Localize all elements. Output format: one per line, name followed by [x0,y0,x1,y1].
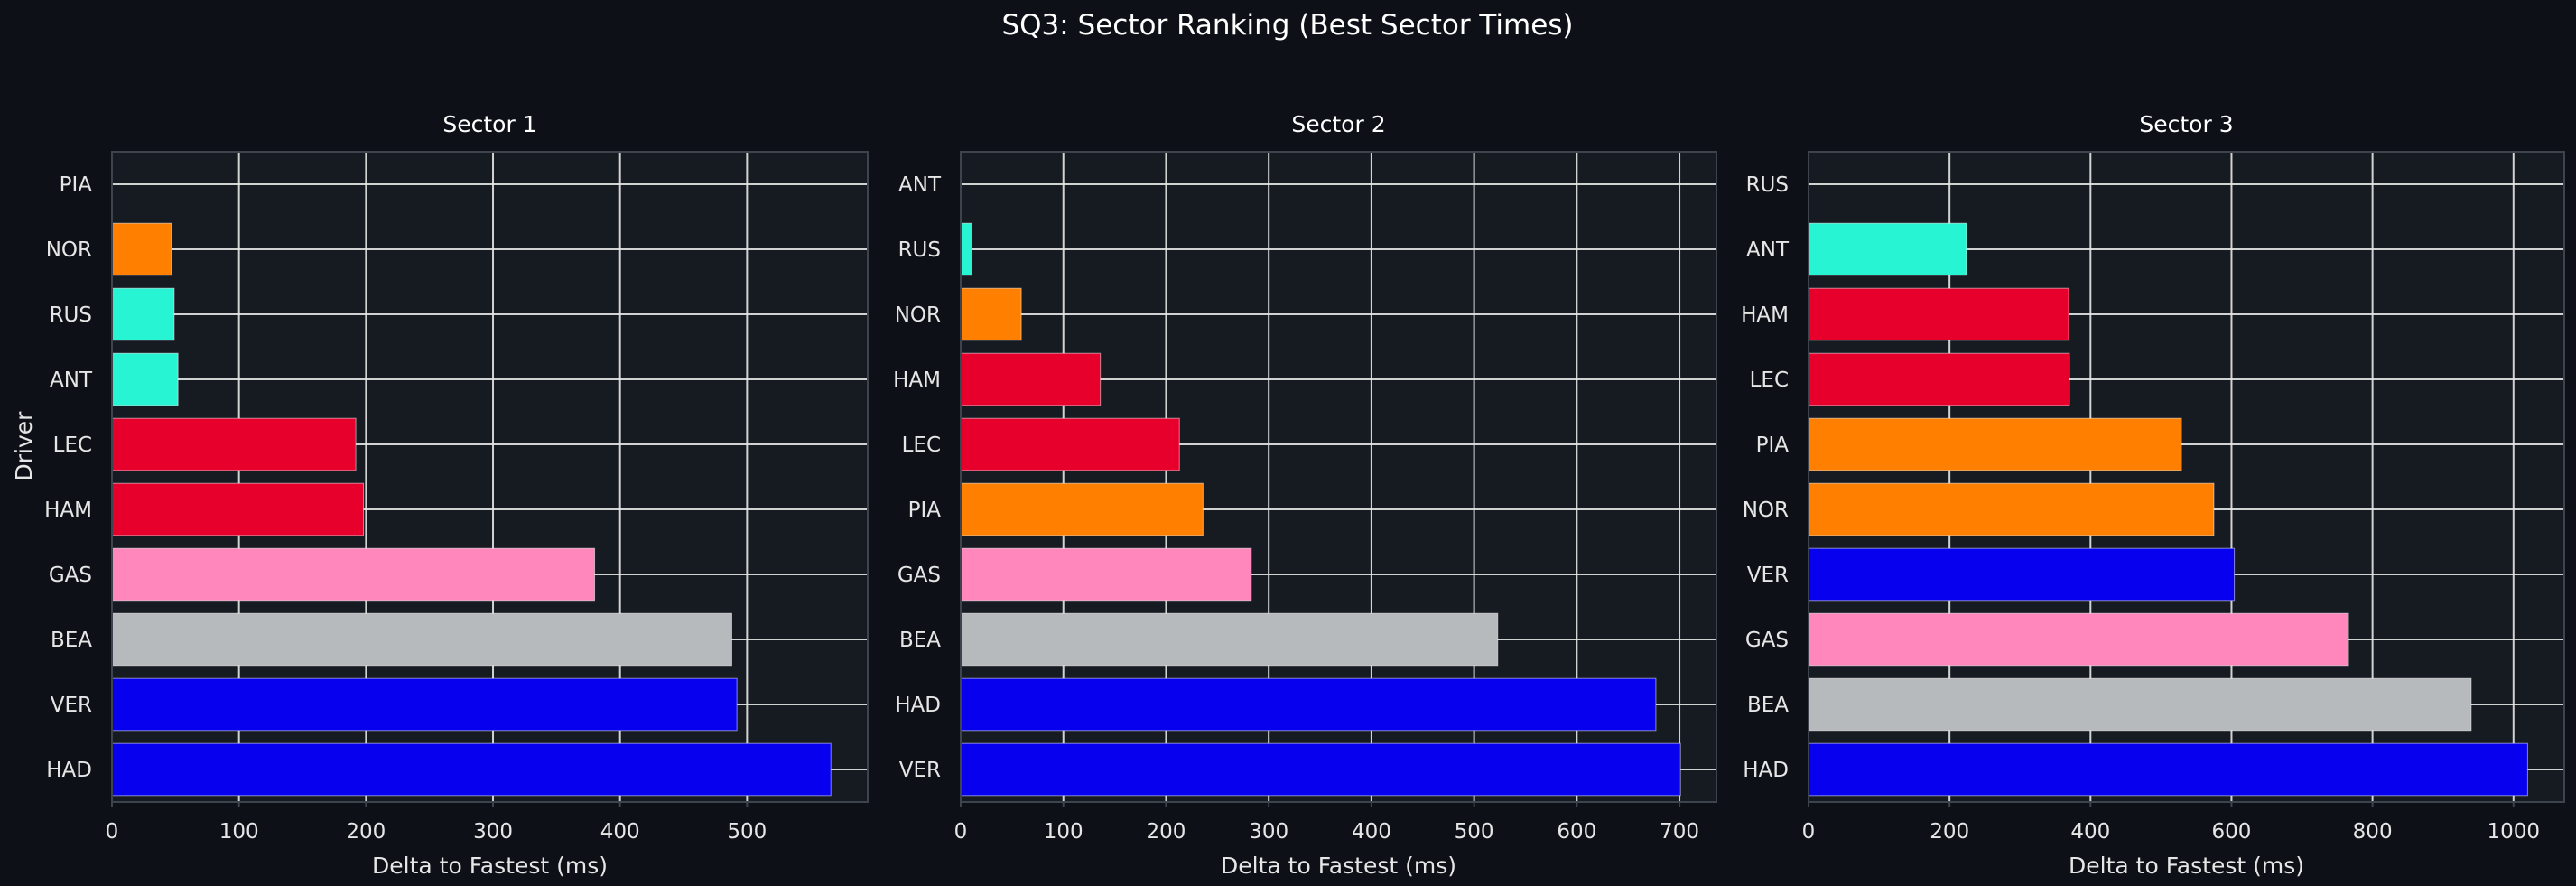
bar-gas [111,547,596,602]
y-tick-label: PIA [60,173,93,197]
x-tick-label: 400 [600,820,640,844]
x-tick-label: 400 [1352,820,1391,844]
x-tick-label: 200 [346,820,386,844]
x-tick-label: 300 [1249,820,1288,844]
bar-lec [111,417,357,471]
subplots: PIA NOR RUS ANT LEC HAM GAS BEA VER HAD 0 100 200 300… [44,111,2565,879]
y-tick-label: HAD [46,759,92,782]
x-tick-label: 800 [2353,820,2393,844]
bar-ham [960,352,1102,406]
y-tick-label: PIA [1756,434,1790,457]
bar-ver [1808,547,2236,602]
figure-title: SQ3: Sector Ranking (Best Sector Times) [1001,9,1573,42]
y-tick-label: ANT [898,173,942,197]
x-tick-label: 1000 [2488,820,2541,844]
bar-ant [111,352,179,406]
y-tick-label: GAS [49,564,92,587]
bar-gas [960,547,1252,602]
y-axis-title: Driver [11,411,37,481]
y-tick-label: VER [1747,564,1789,587]
x-axis-title: Delta to Fastest (ms) [2069,853,2304,879]
x-tick-label: 600 [1557,820,1596,844]
bar-ver [960,742,1681,797]
y-tick-label: RUS [50,303,92,327]
x-tick-label: 0 [1802,820,1816,844]
bar-nor [960,287,1022,341]
bar-bea [1808,677,2472,732]
y-tick-label: HAD [1743,759,1789,782]
y-tick-label: NOR [1743,499,1789,522]
bar-ant [1808,222,1967,276]
x-tick-label: 200 [1146,820,1186,844]
bar-pia [1808,417,2182,471]
y-tick-label: BEA [1747,694,1789,717]
x-tick-label: 700 [1660,820,1699,844]
x-tick-label: 300 [473,820,513,844]
x-tick-label: 0 [106,820,119,844]
y-tick-label: LEC [53,434,92,457]
bar-lec [1808,352,2070,406]
x-tick-label: 100 [1044,820,1083,844]
y-tick-label: HAM [44,499,92,522]
bar-had [960,677,1657,732]
bar-had [1808,742,2528,797]
x-tick-label: 400 [2070,820,2110,844]
x-tick-label: 100 [219,820,259,844]
y-tick-label: NOR [46,238,92,262]
y-tick-label: RUS [898,238,941,262]
bar-rus [960,222,973,276]
y-tick-label: HAM [893,368,941,392]
y-tick-label: ANT [1746,238,1790,262]
y-tick-label: RUS [1746,173,1789,197]
subplot-title: Sector 2 [1291,111,1385,137]
bar-lec [960,417,1180,471]
x-tick-label: 500 [1455,820,1494,844]
y-tick-label: BEA [899,629,941,652]
x-tick-label: 600 [2212,820,2252,844]
y-tick-label: VER [899,759,941,782]
y-tick-label: GAS [897,564,941,587]
subplot-title: Sector 3 [2139,111,2233,137]
bar-ham [111,482,365,536]
bar-ver [111,677,738,732]
y-tick-label: ANT [50,368,93,392]
y-tick-label: PIA [908,499,942,522]
y-tick-label: HAD [895,694,941,717]
subplot-title: Sector 1 [442,111,536,137]
bar-bea [111,612,732,667]
y-tick-label: GAS [1745,629,1789,652]
bar-nor [1808,482,2215,536]
bar-pia [960,482,1204,536]
x-tick-label: 200 [1930,820,1969,844]
axes-frame [1808,151,2565,803]
bar-nor [111,222,172,276]
subplot-3: RUS ANT HAM LEC PIA NOR VER GAS BEA HAD 0 200 400 600… [1741,111,2565,879]
y-tick-label: LEC [1750,368,1789,392]
axes-frame [111,151,869,803]
bar-had [111,742,832,797]
axes-frame [960,151,1717,803]
y-tick-label: NOR [895,303,941,327]
subplot-2: ANT RUS NOR HAM LEC PIA GAS BEA HAD VER 0 100 200 300… [893,111,1717,879]
x-tick-label: 500 [727,820,767,844]
bar-ham [1808,287,2069,341]
subplot-1: PIA NOR RUS ANT LEC HAM GAS BEA VER HAD 0 100 200 300… [44,111,869,879]
y-tick-label: HAM [1741,303,1789,327]
bar-rus [111,287,175,341]
bar-bea [960,612,1499,667]
bar-gas [1808,612,2349,667]
x-tick-label: 0 [954,820,968,844]
y-tick-label: LEC [902,434,941,457]
x-axis-title: Delta to Fastest (ms) [1221,853,1456,879]
y-tick-label: BEA [51,629,92,652]
y-tick-label: VER [51,694,92,717]
x-axis-title: Delta to Fastest (ms) [372,853,608,879]
